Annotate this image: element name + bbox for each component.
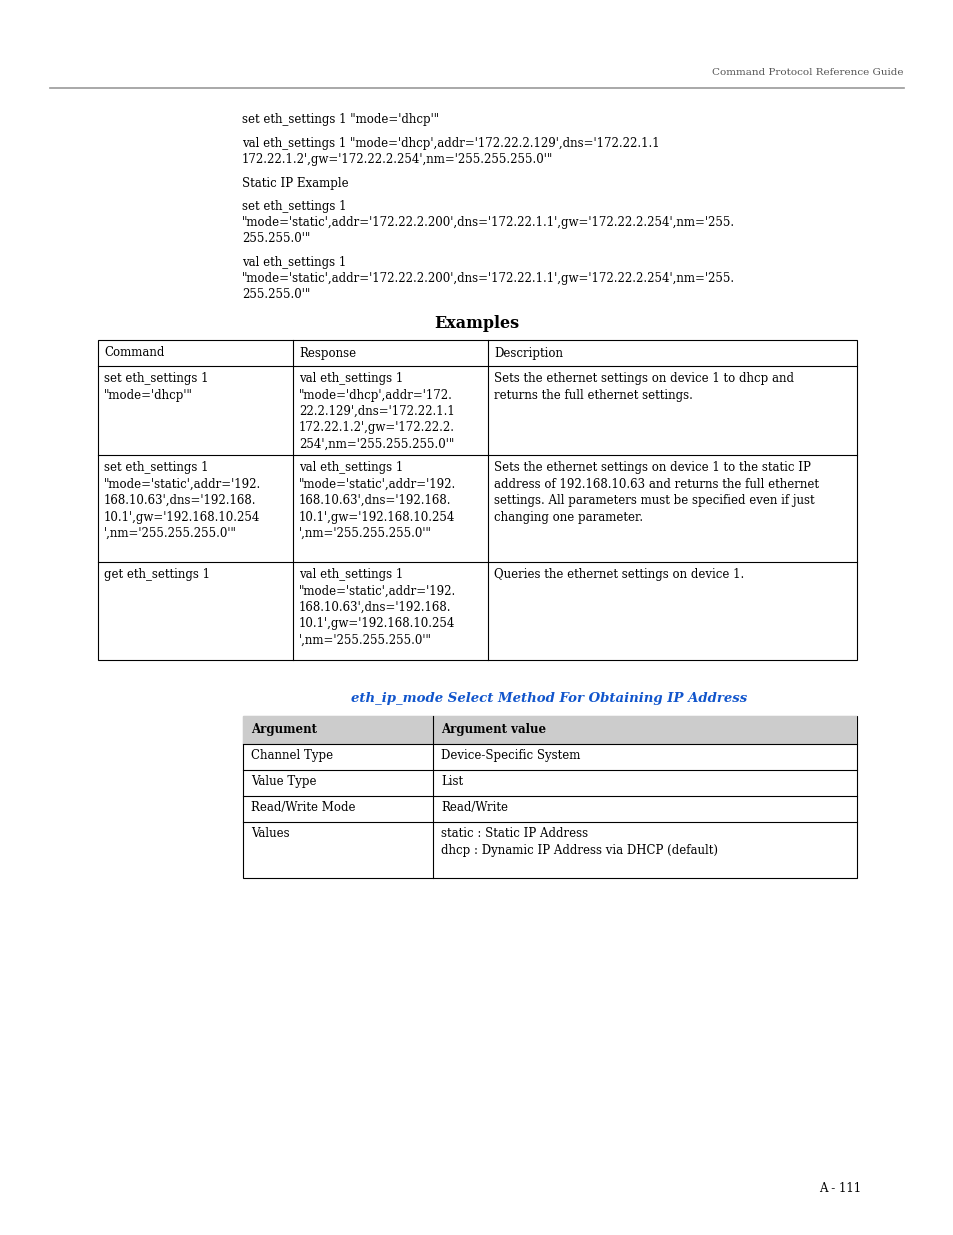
Text: val eth_settings 1: val eth_settings 1 xyxy=(242,256,346,269)
Text: set eth_settings 1
"mode='dhcp'": set eth_settings 1 "mode='dhcp'" xyxy=(104,372,209,401)
Text: Values: Values xyxy=(251,827,290,840)
Text: "mode='static',addr='172.22.2.200',dns='172.22.1.1',gw='172.22.2.254',nm='255.: "mode='static',addr='172.22.2.200',dns='… xyxy=(242,216,735,228)
Text: get eth_settings 1: get eth_settings 1 xyxy=(104,568,210,580)
Text: set eth_settings 1 "mode='dhcp'": set eth_settings 1 "mode='dhcp'" xyxy=(242,112,438,126)
Text: Static IP Example: Static IP Example xyxy=(242,177,348,190)
Text: val eth_settings 1 "mode='dhcp',addr='172.22.2.129',dns='172.22.1.1: val eth_settings 1 "mode='dhcp',addr='17… xyxy=(242,137,659,149)
Text: static : Static IP Address
dhcp : Dynamic IP Address via DHCP (default): static : Static IP Address dhcp : Dynami… xyxy=(440,827,718,857)
Text: Value Type: Value Type xyxy=(251,776,316,788)
Text: 255.255.0'": 255.255.0'" xyxy=(242,232,310,245)
Text: val eth_settings 1
"mode='dhcp',addr='172.
22.2.129',dns='172.22.1.1
172.22.1.2': val eth_settings 1 "mode='dhcp',addr='17… xyxy=(298,372,455,451)
Text: val eth_settings 1
"mode='static',addr='192.
168.10.63',dns='192.168.
10.1',gw=': val eth_settings 1 "mode='static',addr='… xyxy=(298,568,456,647)
Text: "mode='static',addr='172.22.2.200',dns='172.22.1.1',gw='172.22.2.254',nm='255.: "mode='static',addr='172.22.2.200',dns='… xyxy=(242,272,735,285)
Text: Argument: Argument xyxy=(251,724,316,736)
Text: Sets the ethernet settings on device 1 to dhcp and
returns the full ethernet set: Sets the ethernet settings on device 1 t… xyxy=(494,372,793,401)
Text: Response: Response xyxy=(298,347,355,359)
Text: Argument value: Argument value xyxy=(440,724,545,736)
Text: Queries the ethernet settings on device 1.: Queries the ethernet settings on device … xyxy=(494,568,743,580)
Text: set eth_settings 1: set eth_settings 1 xyxy=(242,200,346,212)
Text: set eth_settings 1
"mode='static',addr='192.
168.10.63',dns='192.168.
10.1',gw=': set eth_settings 1 "mode='static',addr='… xyxy=(104,461,261,540)
Text: A - 111: A - 111 xyxy=(818,1182,861,1195)
Text: Read/Write Mode: Read/Write Mode xyxy=(251,802,355,814)
Text: val eth_settings 1
"mode='static',addr='192.
168.10.63',dns='192.168.
10.1',gw=': val eth_settings 1 "mode='static',addr='… xyxy=(298,461,456,540)
Text: Channel Type: Channel Type xyxy=(251,748,333,762)
Text: 255.255.0'": 255.255.0'" xyxy=(242,288,310,301)
Text: Command Protocol Reference Guide: Command Protocol Reference Guide xyxy=(712,68,903,77)
Text: Description: Description xyxy=(494,347,562,359)
Text: Device-Specific System: Device-Specific System xyxy=(440,748,579,762)
Text: Examples: Examples xyxy=(434,315,519,332)
Text: List: List xyxy=(440,776,462,788)
Text: Command: Command xyxy=(104,347,164,359)
Bar xyxy=(98,340,856,659)
Text: 172.22.1.2',gw='172.22.2.254',nm='255.255.255.0'": 172.22.1.2',gw='172.22.2.254',nm='255.25… xyxy=(242,153,553,165)
Text: Read/Write: Read/Write xyxy=(440,802,507,814)
Bar xyxy=(243,716,856,743)
Bar xyxy=(243,716,856,878)
Text: Sets the ethernet settings on device 1 to the static IP
address of 192.168.10.63: Sets the ethernet settings on device 1 t… xyxy=(494,461,818,524)
Text: eth_ip_mode Select Method For Obtaining IP Address: eth_ip_mode Select Method For Obtaining … xyxy=(351,692,746,705)
